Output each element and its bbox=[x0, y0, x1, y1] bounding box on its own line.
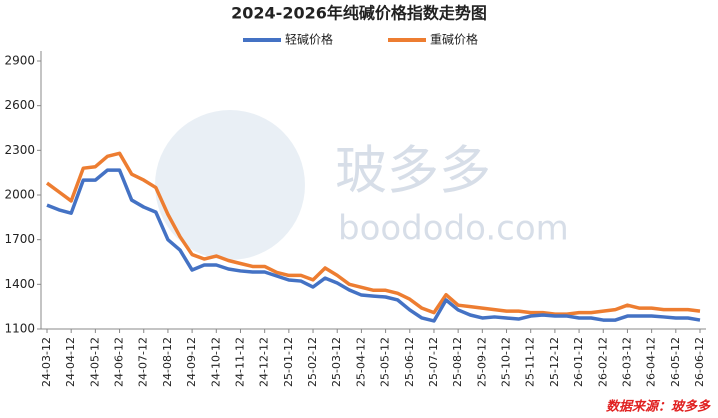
x-tick-label: 24-07-12 bbox=[137, 337, 150, 387]
x-tick-label: 25-01-12 bbox=[282, 337, 295, 387]
x-tick-label: 25-07-12 bbox=[427, 337, 440, 387]
y-tick-label: 1700 bbox=[4, 232, 35, 246]
watermark-logo bbox=[155, 110, 305, 260]
x-tick-label: 26-04-12 bbox=[645, 337, 658, 387]
x-tick-label: 26-03-12 bbox=[620, 337, 633, 387]
watermark-url: boododo.com bbox=[338, 209, 569, 249]
x-tick-label: 25-03-12 bbox=[330, 337, 343, 387]
x-tick-label: 25-11-12 bbox=[524, 337, 537, 387]
x-tick-label: 25-05-12 bbox=[379, 337, 392, 387]
x-tick-label: 26-02-12 bbox=[596, 337, 609, 387]
x-tick-label: 25-06-12 bbox=[403, 337, 416, 387]
series-line bbox=[46, 168, 701, 323]
y-tick-label: 2300 bbox=[4, 143, 35, 157]
x-tick-label: 24-09-12 bbox=[185, 337, 198, 387]
x-tick-label: 24-08-12 bbox=[161, 337, 174, 387]
y-tick-label: 1400 bbox=[4, 277, 35, 291]
y-tick-label: 1100 bbox=[4, 322, 35, 336]
x-tick-label: 24-06-12 bbox=[113, 337, 126, 387]
x-tick-label: 25-09-12 bbox=[475, 337, 488, 387]
x-tick-label: 26-06-12 bbox=[693, 337, 706, 387]
watermark: 玻多多 bbox=[335, 142, 491, 202]
y-tick-label: 2000 bbox=[4, 188, 35, 202]
y-tick-label: 2900 bbox=[4, 54, 35, 68]
x-tick-label: 24-04-12 bbox=[64, 337, 77, 387]
legend-label: 轻碱价格 bbox=[285, 32, 333, 47]
x-tick-label: 24-12-12 bbox=[258, 337, 271, 387]
x-tick-label: 24-10-12 bbox=[209, 337, 222, 387]
y-tick-label: 2600 bbox=[4, 98, 35, 112]
x-tick-label: 25-08-12 bbox=[451, 337, 464, 387]
x-tick-label: 26-01-12 bbox=[572, 337, 585, 387]
x-tick-label: 24-03-12 bbox=[40, 337, 53, 387]
legend-label: 重碱价格 bbox=[430, 32, 478, 47]
x-tick-label: 25-02-12 bbox=[306, 337, 319, 387]
source-note: 数据来源：玻多多 bbox=[606, 399, 711, 415]
x-tick-label: 26-05-12 bbox=[669, 337, 682, 387]
x-tick-label: 25-10-12 bbox=[500, 337, 513, 387]
chart-title: 2024-2026年纯碱价格指数走势图 bbox=[231, 4, 487, 23]
x-tick-label: 24-05-12 bbox=[88, 337, 101, 387]
series-line bbox=[45, 151, 701, 316]
x-tick-label: 24-11-12 bbox=[233, 337, 246, 387]
x-tick-label: 25-12-12 bbox=[548, 337, 561, 387]
x-tick-label: 25-04-12 bbox=[354, 337, 367, 387]
